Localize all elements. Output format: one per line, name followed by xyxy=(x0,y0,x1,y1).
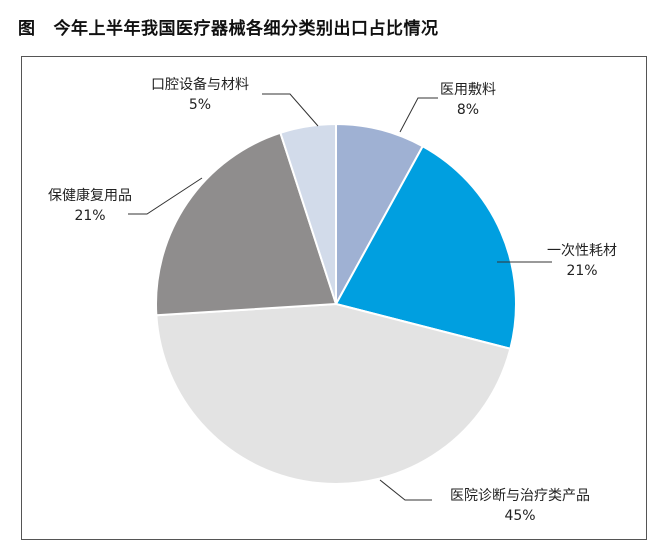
slice-label-3: 医院诊断与治疗类产品 xyxy=(450,488,590,504)
slice-label-2: 一次性耗材 xyxy=(547,243,617,259)
leader-line-4 xyxy=(128,177,203,215)
pie-slice-4 xyxy=(155,131,338,317)
leader-line-5 xyxy=(262,93,319,127)
leader-lines xyxy=(128,93,552,501)
pie-slice-3 xyxy=(155,302,512,485)
pie-slice-2 xyxy=(334,144,517,350)
chart-title-text: 今年上半年我国医疗器械各细分类别出口占比情况 xyxy=(53,19,439,39)
slice-value-label-3: 45% xyxy=(504,508,535,524)
pie-slices xyxy=(155,122,517,485)
slice-label-1: 医用敷料 xyxy=(440,82,496,98)
pie-slice-5 xyxy=(279,122,337,305)
slice-value-label-4: 21% xyxy=(74,208,105,224)
slice-label-4: 保健康复用品 xyxy=(48,187,132,204)
leader-line-1 xyxy=(399,97,438,133)
leader-line-3 xyxy=(379,479,432,501)
pie-slice-1 xyxy=(335,122,425,305)
slice-labels: 医用敷料 8% 一次性耗材 21% 医院诊断与治疗类产品 45% 保健康复用品 21% 口腔设备… xyxy=(48,76,617,524)
slice-label-5: 口腔设备与材料 xyxy=(151,76,249,93)
chart-title: 图今年上半年我国医疗器械各细分类别出口占比情况 xyxy=(18,14,439,39)
slice-value-label-2: 21% xyxy=(566,263,597,279)
slice-value-label-5: 5% xyxy=(189,97,211,113)
slice-value-label-1: 8% xyxy=(457,102,479,118)
figure-label: 图 xyxy=(18,19,36,39)
chart-frame xyxy=(21,56,647,540)
